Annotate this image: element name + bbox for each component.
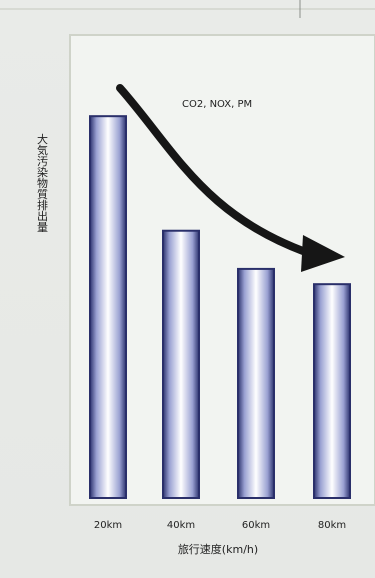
x-tick-label: 60km xyxy=(242,520,270,531)
x-tick-label: 80km xyxy=(318,520,346,531)
annotation-text: CO2, NOX, PM xyxy=(182,99,252,110)
bar-80km xyxy=(313,283,351,499)
bar-60km xyxy=(237,267,275,499)
x-ticks-group: 20km 40km 60km 80km xyxy=(94,520,346,531)
trend-arrowhead xyxy=(301,235,345,272)
bar-20km xyxy=(89,115,127,499)
y-axis-label: 大気汚染物質排出量 xyxy=(36,132,49,232)
x-axis-label: 旅行速度(km/h) xyxy=(178,542,258,556)
bars-group xyxy=(89,115,351,500)
x-tick-label: 20km xyxy=(94,520,122,531)
trend-arrow xyxy=(116,84,324,261)
bar-40km xyxy=(162,229,200,500)
x-tick-label: 40km xyxy=(167,520,195,531)
